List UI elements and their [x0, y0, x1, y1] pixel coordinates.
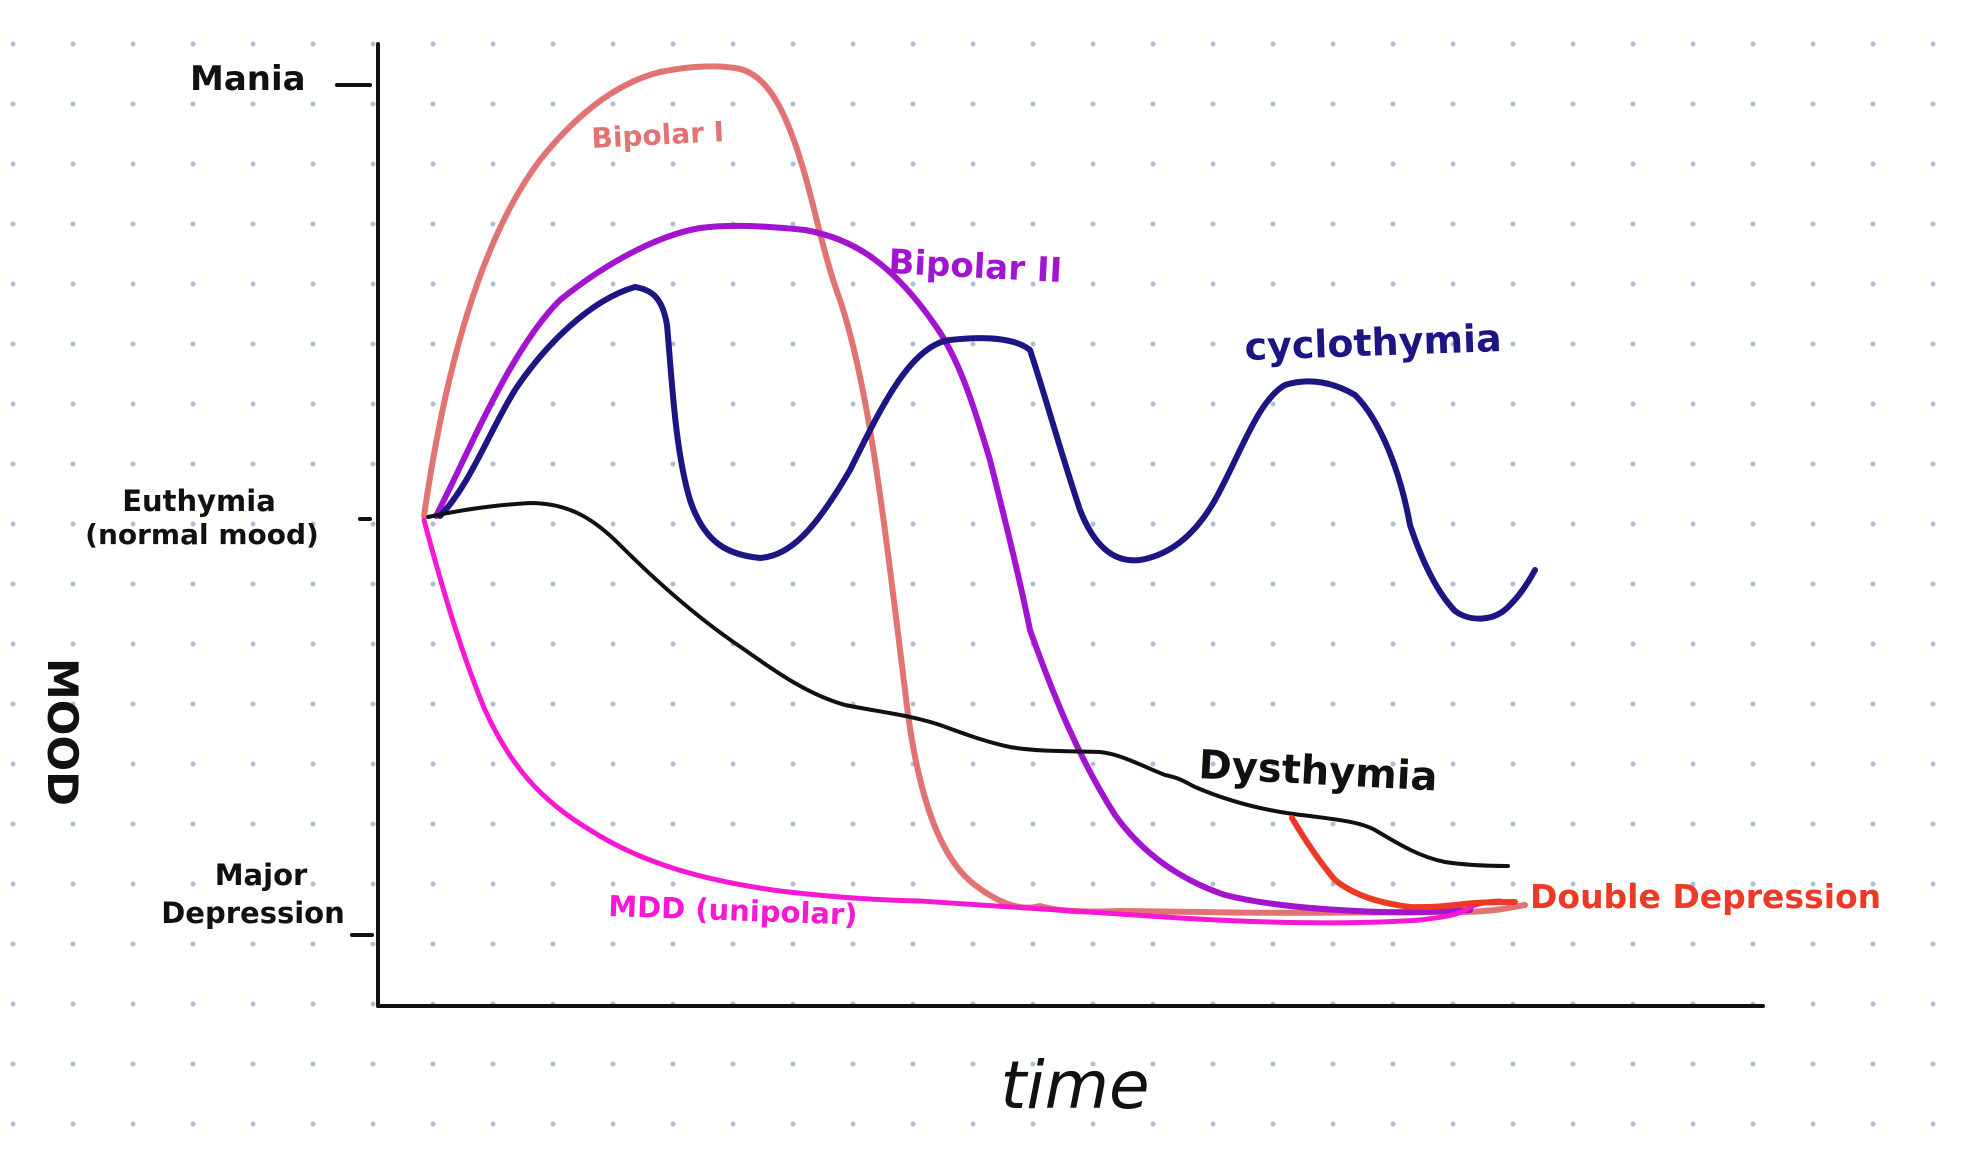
level-label-normal-mood: (normal mood)	[85, 518, 319, 551]
curve-cyclothymia	[437, 284, 1538, 622]
label-bipolar-2: Bipolar II	[888, 242, 1064, 291]
label-cyclothymia: cyclothymia	[1244, 316, 1503, 369]
curve-bipolar-1	[421, 63, 1528, 916]
axes	[335, 42, 1765, 1008]
label-dysthymia: Dysthymia	[1197, 742, 1438, 800]
axis-labels: Mania Euthymia (normal mood) Major Depre…	[38, 59, 1150, 1124]
level-label-euthymia: Euthymia	[122, 484, 276, 518]
curve-double-depression	[1289, 815, 1518, 911]
x-axis-title: time	[1000, 1047, 1149, 1124]
level-label-major: Major	[215, 858, 308, 892]
curve-labels: Bipolar I Bipolar II cyclothymia Dysthym…	[591, 115, 1882, 932]
label-double-depression: Double Depression	[1530, 877, 1881, 916]
curve-mdd	[421, 517, 1503, 926]
level-label-mania: Mania	[190, 59, 306, 99]
level-label-depression: Depression	[161, 896, 345, 930]
curve-bipolar-2	[433, 222, 1473, 916]
label-bipolar-1: Bipolar I	[591, 115, 725, 155]
curve-dysthymia	[426, 501, 1510, 868]
y-axis-title: MOOD	[38, 658, 87, 806]
